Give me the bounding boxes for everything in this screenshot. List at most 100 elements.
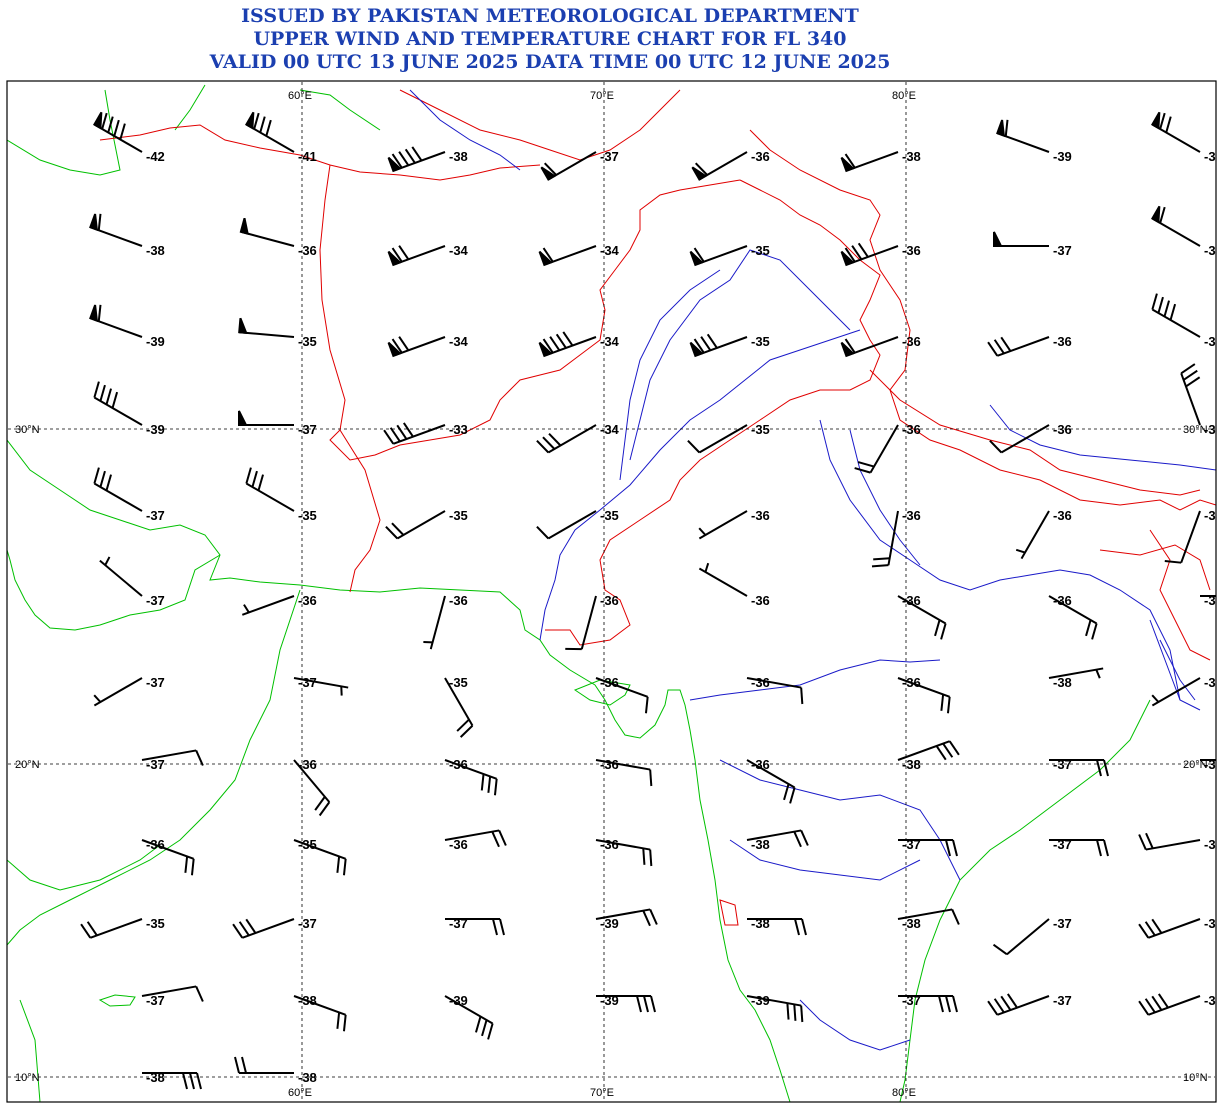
station-temperature: -38 bbox=[146, 1070, 165, 1085]
wind-barb bbox=[897, 677, 951, 714]
wind-barb bbox=[854, 424, 899, 474]
station-temperature: -34 bbox=[600, 422, 620, 437]
barb-staff bbox=[93, 677, 143, 707]
barb-flag bbox=[336, 856, 341, 873]
barb-half-flag bbox=[1151, 694, 1160, 703]
station-temperature: -38 bbox=[1204, 993, 1220, 1008]
station-temperature: -36 bbox=[1204, 916, 1220, 931]
river-kaveri bbox=[799, 999, 911, 1051]
station-temperature: -36 bbox=[449, 593, 468, 608]
barb-flag bbox=[391, 522, 405, 536]
barb-flag bbox=[99, 470, 106, 488]
barb-half-flag bbox=[104, 556, 111, 566]
station-temperature: -37 bbox=[1204, 757, 1220, 772]
barb-flag bbox=[257, 474, 264, 491]
barb-flag bbox=[857, 242, 869, 258]
wind-barb bbox=[93, 467, 143, 512]
station-temperature: -39 bbox=[600, 916, 619, 931]
wind-barb bbox=[293, 677, 349, 696]
barb-flag bbox=[1169, 303, 1177, 321]
station-temperature: -35 bbox=[751, 243, 770, 258]
barb-pennant bbox=[387, 341, 402, 358]
station-temperature: -36 bbox=[751, 508, 770, 523]
barb-staff bbox=[444, 677, 474, 727]
station-temperature: -37 bbox=[1053, 916, 1072, 931]
barb-flag bbox=[542, 338, 554, 354]
wind-barb bbox=[245, 111, 295, 153]
barb-flag bbox=[318, 801, 331, 817]
island-socotra bbox=[98, 994, 136, 1007]
station-temperature: -37 bbox=[298, 675, 317, 690]
station-temperature: -37 bbox=[146, 593, 165, 608]
wind-barb bbox=[596, 995, 656, 1013]
station-temperature: -36 bbox=[902, 334, 921, 349]
barb-staff bbox=[1151, 123, 1201, 153]
station-temperature: -38 bbox=[751, 837, 770, 852]
station-temperature: -36 bbox=[600, 675, 619, 690]
barb-staff bbox=[845, 245, 899, 266]
barb-staff bbox=[543, 245, 597, 266]
barb-staff bbox=[845, 336, 899, 357]
barb-staff bbox=[547, 151, 597, 181]
barb-flag bbox=[1151, 995, 1163, 1011]
barb-flag bbox=[871, 564, 889, 568]
station-temperature: -39 bbox=[751, 993, 770, 1008]
station-temperature: -37 bbox=[146, 993, 165, 1008]
station-temperature: -36 bbox=[298, 757, 317, 772]
barb-staff bbox=[392, 424, 446, 445]
barb-flag bbox=[241, 1056, 247, 1074]
barb-flag bbox=[1144, 921, 1156, 936]
wind-barb bbox=[1049, 759, 1109, 777]
barb-flag bbox=[800, 1005, 804, 1023]
lon-label-70e-top: 70°E bbox=[590, 90, 614, 102]
barb-flag bbox=[265, 119, 272, 137]
barb-staff bbox=[897, 677, 951, 698]
lon-label-80e-top: 80°E bbox=[892, 90, 916, 102]
barb-flag bbox=[857, 461, 875, 468]
barb-flag bbox=[687, 439, 701, 454]
wind-barb bbox=[89, 213, 143, 247]
barb-flag bbox=[113, 119, 120, 137]
barb-staff bbox=[996, 336, 1050, 357]
barb-staff bbox=[429, 595, 446, 650]
wind-barbs bbox=[80, 111, 1216, 1090]
title-line-chart: UPPER WIND AND TEMPERATURE CHART FOR FL … bbox=[253, 28, 847, 50]
wind-barb bbox=[239, 217, 295, 247]
wind-barb bbox=[691, 151, 748, 181]
barb-pennant bbox=[89, 304, 99, 323]
station-temperature: -41 bbox=[298, 149, 317, 164]
wind-barb bbox=[595, 759, 653, 787]
lon-label-80e-bottom: 80°E bbox=[892, 1087, 916, 1099]
barb-flag bbox=[789, 787, 796, 804]
coastline-north-africa bbox=[7, 89, 121, 176]
wind-barb bbox=[1151, 205, 1201, 247]
barb-flag bbox=[195, 750, 204, 766]
barb-flag bbox=[232, 923, 244, 939]
barb-staff bbox=[392, 336, 446, 357]
wind-barb bbox=[1151, 111, 1201, 153]
barb-pennant bbox=[239, 217, 249, 235]
wind-barb bbox=[241, 595, 295, 616]
barb-staff bbox=[746, 829, 802, 841]
wind-barb bbox=[840, 242, 899, 267]
barb-staff bbox=[141, 839, 195, 860]
wind-barb bbox=[987, 336, 1050, 357]
barb-flag bbox=[844, 338, 856, 354]
barb-staff bbox=[869, 424, 899, 474]
barb-flag bbox=[794, 918, 800, 936]
wind-barb bbox=[1151, 293, 1201, 338]
barb-flag bbox=[487, 1023, 494, 1040]
wind-barb bbox=[595, 839, 653, 867]
station-temperature: -37 bbox=[1053, 243, 1072, 258]
station-temperature: -39 bbox=[449, 993, 468, 1008]
barb-flag bbox=[398, 151, 410, 166]
station-temperature: -36 bbox=[1053, 508, 1072, 523]
barb-flag bbox=[1157, 993, 1169, 1009]
barb-flag bbox=[459, 724, 474, 738]
wind-barb bbox=[444, 829, 507, 848]
title-line-validity: VALID 00 UTC 13 JUNE 2025 DATA TIME 00 U… bbox=[209, 51, 891, 73]
barb-pennant bbox=[1151, 205, 1161, 224]
barb-flag bbox=[80, 923, 92, 939]
river-yamuna bbox=[849, 429, 921, 566]
barb-flag bbox=[649, 909, 658, 925]
